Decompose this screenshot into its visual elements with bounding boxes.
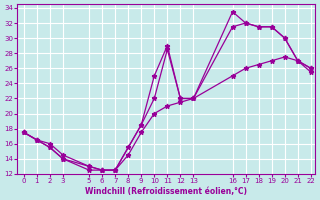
X-axis label: Windchill (Refroidissement éolien,°C): Windchill (Refroidissement éolien,°C) <box>85 187 247 196</box>
